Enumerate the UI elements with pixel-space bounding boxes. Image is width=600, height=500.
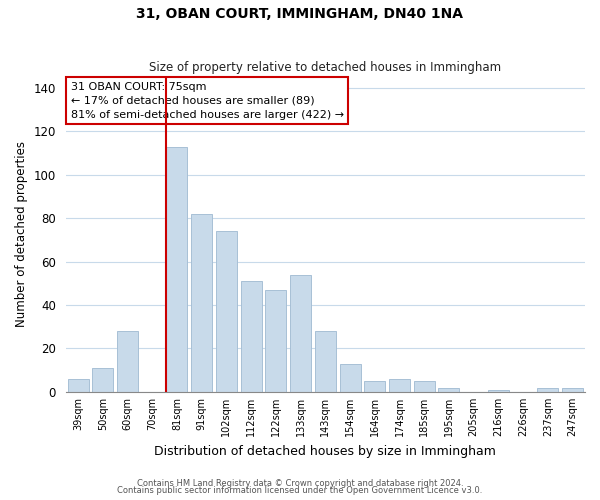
X-axis label: Distribution of detached houses by size in Immingham: Distribution of detached houses by size … [154, 444, 496, 458]
Bar [68, 379, 89, 392]
Bar [439, 388, 460, 392]
Bar [191, 214, 212, 392]
Text: Contains HM Land Registry data © Crown copyright and database right 2024.: Contains HM Land Registry data © Crown c… [137, 478, 463, 488]
Bar [92, 368, 113, 392]
Text: 31, OBAN COURT, IMMINGHAM, DN40 1NA: 31, OBAN COURT, IMMINGHAM, DN40 1NA [137, 8, 464, 22]
Bar [241, 281, 262, 392]
Y-axis label: Number of detached properties: Number of detached properties [15, 142, 28, 328]
Bar [364, 381, 385, 392]
Bar [216, 231, 237, 392]
Bar [290, 274, 311, 392]
Bar [538, 388, 559, 392]
Bar [488, 390, 509, 392]
Bar [414, 381, 435, 392]
Bar [265, 290, 286, 392]
Bar [562, 388, 583, 392]
Bar [315, 331, 336, 392]
Bar [340, 364, 361, 392]
Title: Size of property relative to detached houses in Immingham: Size of property relative to detached ho… [149, 62, 502, 74]
Bar [389, 379, 410, 392]
Bar [117, 331, 138, 392]
Text: 31 OBAN COURT: 75sqm
← 17% of detached houses are smaller (89)
81% of semi-detac: 31 OBAN COURT: 75sqm ← 17% of detached h… [71, 82, 344, 120]
Bar [166, 146, 187, 392]
Text: Contains public sector information licensed under the Open Government Licence v3: Contains public sector information licen… [118, 486, 482, 495]
